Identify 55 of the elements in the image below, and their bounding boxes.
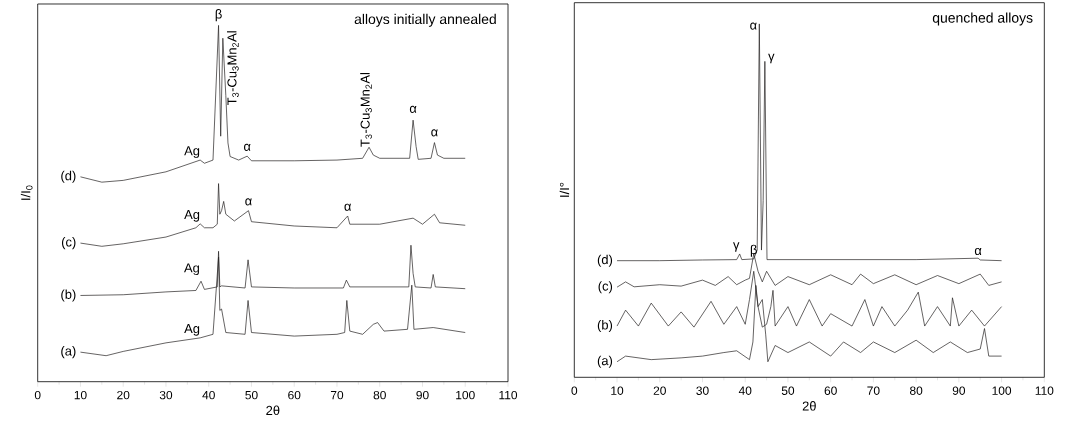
- x-tick-label: 40: [738, 386, 752, 395]
- x-tick-label: 50: [245, 390, 258, 400]
- x-tick-label: 100: [456, 390, 475, 400]
- x-tick-label: 70: [330, 390, 344, 400]
- x-tick-label: 80: [373, 390, 386, 400]
- annotation: β: [750, 244, 757, 257]
- x-tick-label: 100: [992, 386, 1012, 395]
- x-tick-label: 10: [74, 390, 87, 400]
- x-tick-label: 60: [824, 386, 837, 395]
- annotation: β: [215, 9, 222, 22]
- annotation: α: [409, 105, 417, 113]
- annotation: Ag: [184, 146, 200, 158]
- annotation: α: [244, 143, 251, 151]
- annotation: Ag: [184, 210, 200, 222]
- x-tick-label: 90: [416, 390, 429, 400]
- x-tick-label: 0: [571, 386, 578, 395]
- series-label: (c): [598, 281, 613, 294]
- x-tick-label: 110: [499, 390, 518, 400]
- x-tick-label: 40: [202, 390, 215, 400]
- annotation: α: [974, 247, 982, 255]
- x-tick-label: 20: [117, 390, 130, 400]
- x-tick-label: 50: [781, 386, 795, 395]
- series-label: (a): [61, 346, 76, 359]
- annotation: alloys initially annealed: [354, 13, 496, 27]
- x-tick-label: 0: [34, 390, 41, 400]
- annotation: α: [344, 203, 352, 211]
- annotation: α: [245, 198, 252, 206]
- annotation: α: [431, 129, 438, 137]
- x-tick-label: 90: [952, 386, 966, 395]
- annotation: Ag: [184, 324, 200, 336]
- annotation: α: [750, 22, 757, 30]
- annotation: Ag: [184, 263, 199, 276]
- series-label: (b): [597, 320, 613, 333]
- series-label: (d): [597, 254, 613, 267]
- annotation: T$_{3}$-Cu$_{3}$Mn$_{2}$Al: [227, 31, 239, 106]
- x-tick-label: 10: [611, 386, 624, 395]
- series-label: (d): [61, 170, 76, 183]
- series-label: (c): [61, 237, 76, 250]
- x-tick-label: 60: [288, 390, 301, 400]
- x-tick-label: 30: [696, 386, 709, 395]
- annotation: γ: [733, 242, 740, 252]
- series-label: (b): [61, 289, 76, 302]
- x-tick-label: 80: [910, 386, 923, 395]
- x-tick-label: 20: [653, 386, 666, 395]
- y-axis-title: I/I$_{0}$: [20, 185, 33, 200]
- x-axis-title: 2θ: [802, 401, 816, 411]
- x-tick-label: 30: [159, 390, 173, 400]
- annotation: quenched alloys: [932, 12, 1033, 26]
- x-tick-label: 70: [867, 386, 880, 395]
- annotation: γ: [768, 53, 775, 64]
- y-axis-title: I/I°: [559, 182, 570, 197]
- x-tick-label: 110: [1035, 386, 1054, 395]
- series-label: (a): [597, 355, 613, 368]
- x-axis-title: 2θ: [266, 405, 280, 416]
- annotation: T$_{3}$-Cu$_{3}$Mn$_{2}$Al: [360, 72, 372, 147]
